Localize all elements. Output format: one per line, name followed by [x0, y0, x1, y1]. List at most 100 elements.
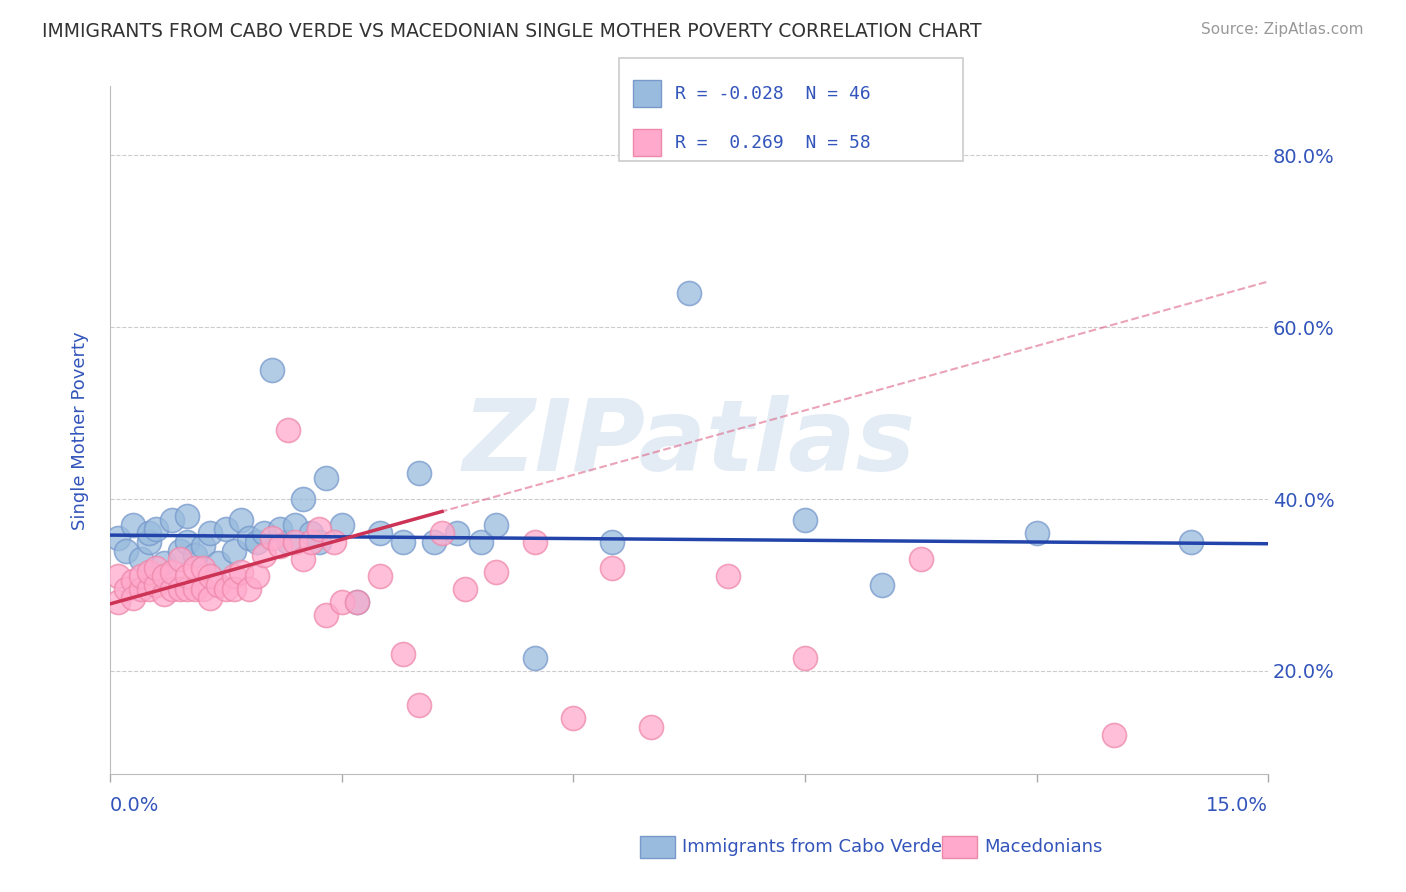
Point: [107, 531, 129, 545]
Point: [284, 517, 307, 532]
Point: [160, 582, 183, 597]
Point: [231, 514, 253, 528]
Point: [145, 578, 167, 592]
Point: [717, 569, 740, 583]
Point: [392, 647, 415, 661]
Point: [176, 509, 198, 524]
Point: [330, 595, 353, 609]
Point: [269, 539, 291, 553]
Point: [129, 582, 152, 597]
Point: [600, 561, 623, 575]
Point: [323, 535, 346, 549]
Point: [145, 522, 167, 536]
Point: [153, 586, 176, 600]
Point: [269, 522, 291, 536]
Point: [200, 526, 222, 541]
Point: [346, 595, 368, 609]
Point: [138, 565, 160, 579]
Point: [222, 543, 245, 558]
Point: [238, 582, 260, 597]
Point: [184, 561, 207, 575]
Text: ZIPatlas: ZIPatlas: [463, 395, 915, 492]
Point: [122, 574, 145, 588]
Point: [176, 535, 198, 549]
Point: [107, 569, 129, 583]
Point: [315, 470, 337, 484]
Point: [640, 720, 662, 734]
Point: [153, 557, 176, 571]
Point: [253, 526, 276, 541]
Point: [315, 608, 337, 623]
Point: [423, 535, 446, 549]
Point: [207, 557, 229, 571]
Point: [122, 591, 145, 605]
Point: [169, 552, 191, 566]
Point: [138, 526, 160, 541]
Y-axis label: Single Mother Poverty: Single Mother Poverty: [72, 331, 89, 530]
Point: [215, 582, 238, 597]
Point: [222, 569, 245, 583]
Point: [122, 517, 145, 532]
Point: [129, 552, 152, 566]
Text: R =  0.269  N = 58: R = 0.269 N = 58: [675, 134, 870, 152]
Point: [246, 535, 269, 549]
Point: [430, 526, 453, 541]
Point: [523, 651, 546, 665]
Point: [191, 539, 214, 553]
Point: [215, 522, 238, 536]
Point: [678, 285, 700, 300]
Point: [184, 582, 207, 597]
Point: [169, 582, 191, 597]
Point: [446, 526, 468, 541]
Point: [346, 595, 368, 609]
Point: [308, 535, 330, 549]
Text: 0.0%: 0.0%: [110, 796, 159, 814]
Point: [138, 535, 160, 549]
Point: [793, 514, 815, 528]
Point: [1025, 526, 1047, 541]
Point: [330, 517, 353, 532]
Point: [184, 548, 207, 562]
Point: [277, 535, 299, 549]
Point: [238, 531, 260, 545]
Point: [368, 569, 391, 583]
Point: [114, 582, 136, 597]
Point: [207, 578, 229, 592]
Text: Source: ZipAtlas.com: Source: ZipAtlas.com: [1201, 22, 1364, 37]
Point: [114, 543, 136, 558]
Point: [129, 569, 152, 583]
Point: [793, 651, 815, 665]
Point: [231, 565, 253, 579]
Text: Immigrants from Cabo Verde: Immigrants from Cabo Verde: [682, 838, 942, 856]
Point: [191, 582, 214, 597]
Point: [408, 467, 430, 481]
Point: [176, 569, 198, 583]
Point: [368, 526, 391, 541]
Point: [299, 535, 322, 549]
Point: [299, 526, 322, 541]
Point: [600, 535, 623, 549]
Point: [246, 569, 269, 583]
Point: [145, 561, 167, 575]
Point: [138, 582, 160, 597]
Point: [262, 531, 284, 545]
Point: [253, 548, 276, 562]
Point: [200, 591, 222, 605]
Point: [153, 569, 176, 583]
Point: [910, 552, 932, 566]
Point: [485, 565, 508, 579]
Point: [470, 535, 492, 549]
Point: [454, 582, 477, 597]
Point: [523, 535, 546, 549]
Point: [222, 582, 245, 597]
Point: [562, 711, 585, 725]
Point: [870, 578, 893, 592]
Point: [191, 561, 214, 575]
Text: Macedonians: Macedonians: [984, 838, 1102, 856]
Point: [160, 514, 183, 528]
Point: [292, 491, 315, 506]
Point: [392, 535, 415, 549]
Point: [169, 543, 191, 558]
Point: [292, 552, 315, 566]
Point: [1102, 728, 1125, 742]
